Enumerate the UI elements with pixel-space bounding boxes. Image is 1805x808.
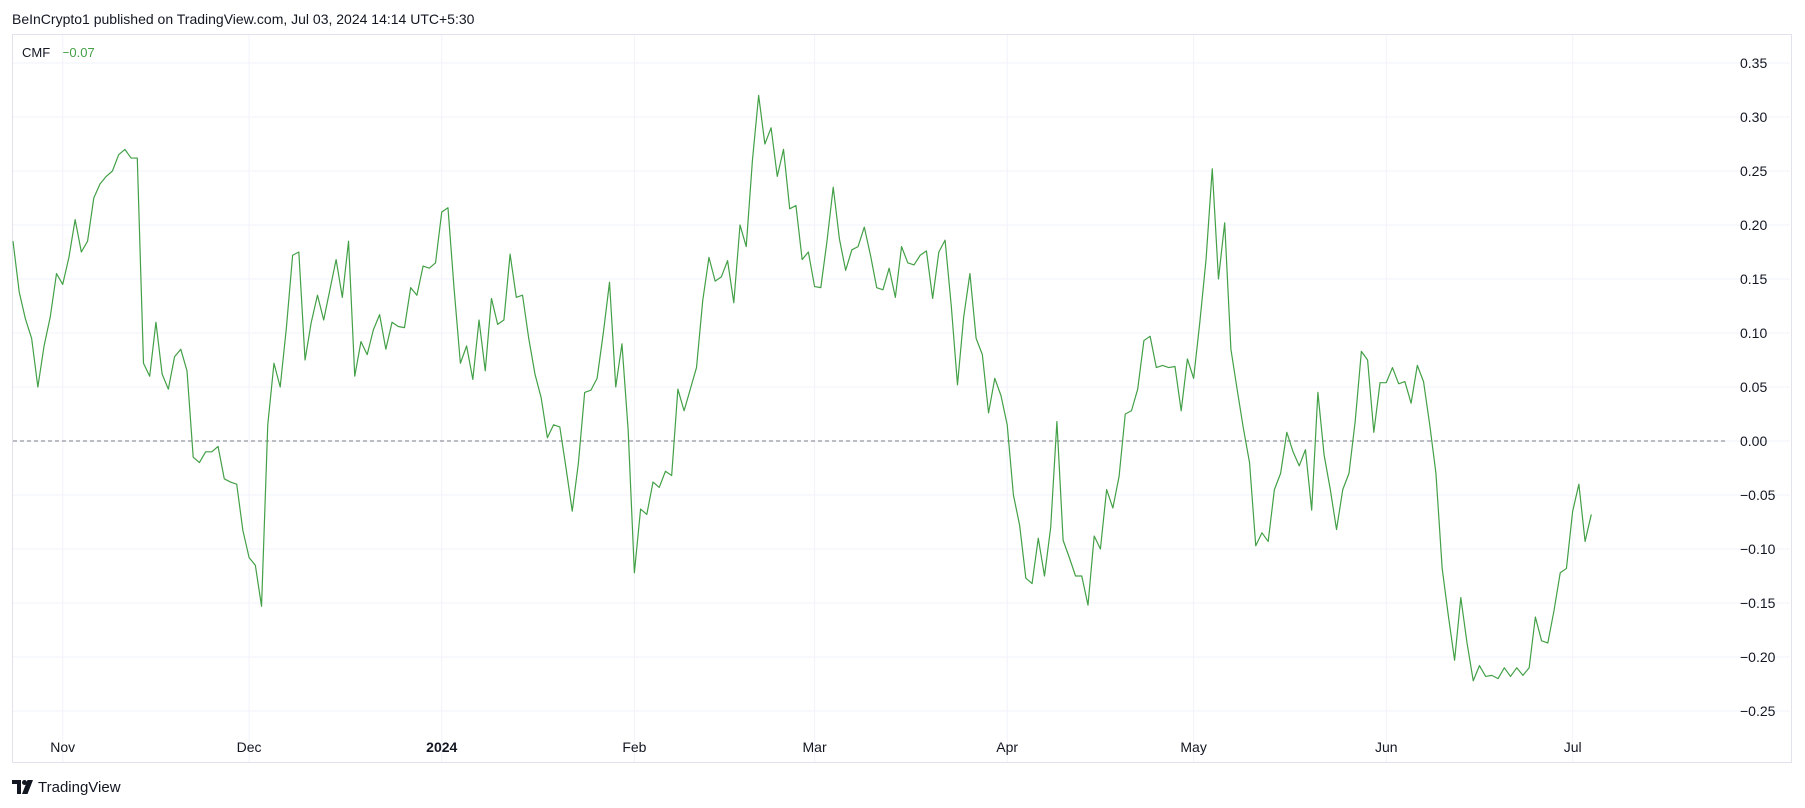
footer-brand[interactable]: TradingView <box>12 777 121 797</box>
tradingview-logo-icon <box>12 780 33 794</box>
chart-frame <box>12 34 1792 763</box>
indicator-legend: CMF −0.07 <box>22 45 95 60</box>
footer-brand-label: TradingView <box>38 778 121 796</box>
publication-header: BeInCrypto1 published on TradingView.com… <box>12 11 475 27</box>
indicator-name: CMF <box>22 45 51 60</box>
indicator-value: −0.07 <box>61 45 95 60</box>
